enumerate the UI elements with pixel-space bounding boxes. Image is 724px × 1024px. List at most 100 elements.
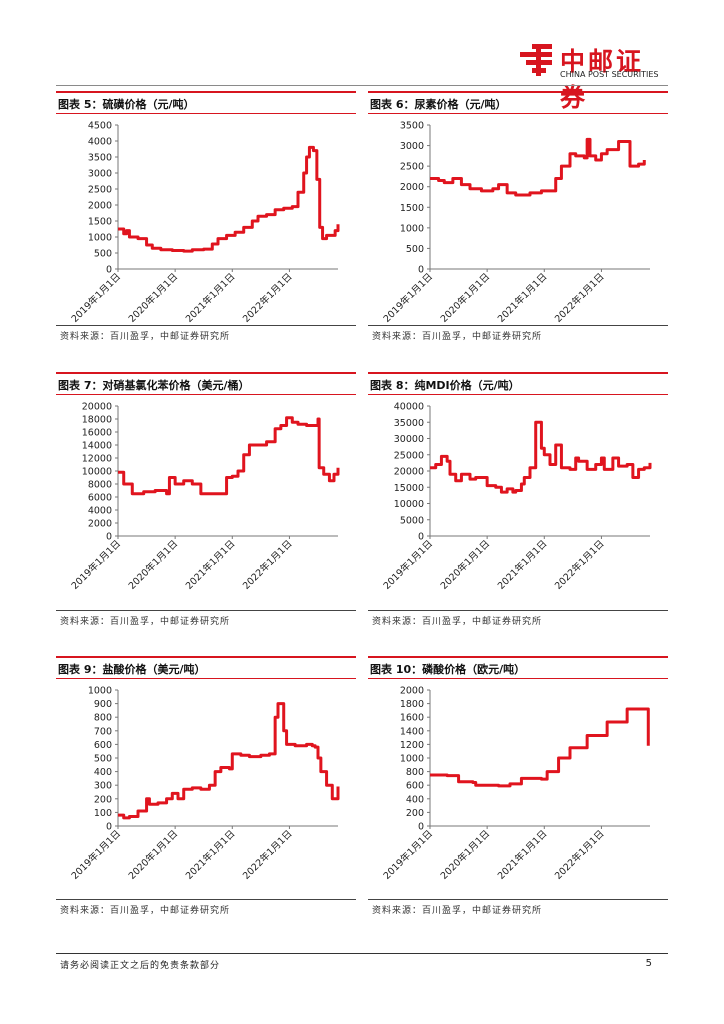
x-tick-label: 2019年1月1日 <box>381 828 435 882</box>
logo-chinese-name: 中邮证券 <box>560 47 645 112</box>
chart-title: 图表 7：对硝基氯化苯价格（美元/桶） <box>56 372 356 395</box>
y-tick-label: 15000 <box>394 483 424 494</box>
x-tick-label: 2020年1月1日 <box>438 271 492 325</box>
y-tick-label: 1000 <box>88 686 112 697</box>
y-tick-label: 1500 <box>88 217 112 228</box>
y-tick-label: 1000 <box>88 233 112 244</box>
page-number: 5 <box>645 958 652 969</box>
y-tick-label: 35000 <box>394 418 424 429</box>
chart-source: 资料来源：百川盈孚，中邮证券研究所 <box>368 325 668 347</box>
price-series-line <box>118 702 340 820</box>
y-tick-label: 2000 <box>400 686 424 697</box>
x-tick-label: 2021年1月1日 <box>495 828 549 882</box>
y-tick-label: 1400 <box>400 726 424 737</box>
y-tick-label: 400 <box>406 794 424 805</box>
line-chart: 0 500 1000 1500 2000 2500 3000 3500 4000 4500 2019… <box>69 121 340 325</box>
x-tick-label: 2020年1月1日 <box>126 271 180 325</box>
x-tick-label: 2022年1月1日 <box>240 271 294 325</box>
line-chart: 0 2000 4000 6000 8000 10000 12000 14000 16000 180… <box>69 402 340 592</box>
y-tick-label: 500 <box>94 249 112 260</box>
y-tick-label: 40000 <box>394 402 424 413</box>
y-tick-label: 3000 <box>400 141 424 152</box>
price-series-line <box>430 707 650 788</box>
y-tick-label: 3500 <box>400 121 424 132</box>
y-tick-label: 0 <box>418 265 424 276</box>
chart-title: 图表 8：纯MDI价格（元/吨） <box>368 372 668 395</box>
y-tick-label: 500 <box>94 754 112 765</box>
y-tick-label: 0 <box>106 532 112 543</box>
y-tick-label: 4500 <box>88 121 112 132</box>
x-tick-label: 2022年1月1日 <box>552 828 606 882</box>
y-tick-label: 0 <box>106 822 112 833</box>
y-tick-label: 16000 <box>82 428 112 439</box>
x-tick-label: 2021年1月1日 <box>183 271 237 325</box>
y-tick-label: 600 <box>94 740 112 751</box>
y-tick-label: 25000 <box>394 450 424 461</box>
footer-disclaimer: 请务必阅读正文之后的免责条款部分 <box>60 961 221 971</box>
y-tick-label: 18000 <box>82 415 112 426</box>
y-tick-label: 800 <box>94 713 112 724</box>
header-divider <box>56 85 668 86</box>
y-tick-label: 1500 <box>400 203 424 214</box>
chart-source: 资料来源：百川盈孚，中邮证券研究所 <box>368 610 668 632</box>
y-tick-label: 20000 <box>82 402 112 413</box>
x-tick-label: 2019年1月1日 <box>381 271 435 325</box>
price-series-line <box>430 420 652 494</box>
line-chart: 0 100 200 300 400 500 600 700 800 900 1000 2019年1月1… <box>69 686 340 882</box>
y-tick-label: 2000 <box>88 201 112 212</box>
y-tick-label: 400 <box>94 767 112 778</box>
chart-source: 资料来源：百川盈孚，中邮证券研究所 <box>56 899 356 921</box>
x-tick-label: 2022年1月1日 <box>240 828 294 882</box>
y-tick-label: 0 <box>418 532 424 543</box>
y-tick-label: 600 <box>406 781 424 792</box>
x-tick-label: 2019年1月1日 <box>69 271 123 325</box>
logo-english-name: CHINA POST SECURITIES <box>560 70 659 79</box>
y-tick-label: 10000 <box>394 499 424 510</box>
y-tick-label: 700 <box>94 726 112 737</box>
chart-title: 图表 10：磷酸价格（欧元/吨） <box>368 656 668 679</box>
y-tick-label: 1000 <box>400 223 424 234</box>
y-tick-label: 0 <box>418 822 424 833</box>
y-tick-label: 200 <box>406 808 424 819</box>
chart-source: 资料来源：百川盈孚，中邮证券研究所 <box>56 325 356 347</box>
company-logo: 中邮证券 CHINA POST SECURITIES <box>518 40 668 112</box>
line-chart: 0 5000 10000 15000 20000 25000 30000 35000 40000… <box>381 402 652 592</box>
x-tick-label: 2019年1月1日 <box>381 538 435 592</box>
y-tick-label: 1200 <box>400 740 424 751</box>
y-tick-label: 4000 <box>88 506 112 517</box>
x-tick-label: 2021年1月1日 <box>183 538 237 592</box>
y-tick-label: 2000 <box>400 182 424 193</box>
x-tick-label: 2019年1月1日 <box>69 538 123 592</box>
y-tick-label: 500 <box>406 244 424 255</box>
y-tick-label: 2000 <box>88 519 112 530</box>
chart-source: 资料来源：百川盈孚，中邮证券研究所 <box>56 610 356 632</box>
x-tick-label: 2021年1月1日 <box>495 538 549 592</box>
y-tick-label: 1800 <box>400 699 424 710</box>
x-tick-label: 2020年1月1日 <box>438 538 492 592</box>
chart-title: 图表 6：尿素价格（元/吨） <box>368 91 668 114</box>
x-tick-label: 2022年1月1日 <box>552 271 606 325</box>
x-tick-label: 2020年1月1日 <box>126 828 180 882</box>
x-tick-label: 2021年1月1日 <box>183 828 237 882</box>
y-tick-label: 5000 <box>400 515 424 526</box>
y-tick-label: 1000 <box>400 754 424 765</box>
chart-title: 图表 5：硫磺价格（元/吨） <box>56 91 356 114</box>
y-tick-label: 900 <box>94 699 112 710</box>
price-series-line <box>118 416 340 496</box>
y-tick-label: 14000 <box>82 441 112 452</box>
x-tick-label: 2020年1月1日 <box>126 538 180 592</box>
y-tick-label: 2500 <box>88 185 112 196</box>
y-tick-label: 12000 <box>82 454 112 465</box>
x-tick-label: 2022年1月1日 <box>240 538 294 592</box>
y-tick-label: 2500 <box>400 162 424 173</box>
y-tick-label: 200 <box>94 794 112 805</box>
x-tick-label: 2019年1月1日 <box>69 828 123 882</box>
y-tick-label: 8000 <box>88 480 112 491</box>
y-tick-label: 10000 <box>82 467 112 478</box>
x-tick-label: 2020年1月1日 <box>438 828 492 882</box>
x-tick-label: 2021年1月1日 <box>495 271 549 325</box>
y-tick-label: 6000 <box>88 493 112 504</box>
line-chart: 0 200 400 600 800 1000 1200 1400 1600 1800 2000 201… <box>381 686 650 882</box>
x-tick-label: 2022年1月1日 <box>552 538 606 592</box>
